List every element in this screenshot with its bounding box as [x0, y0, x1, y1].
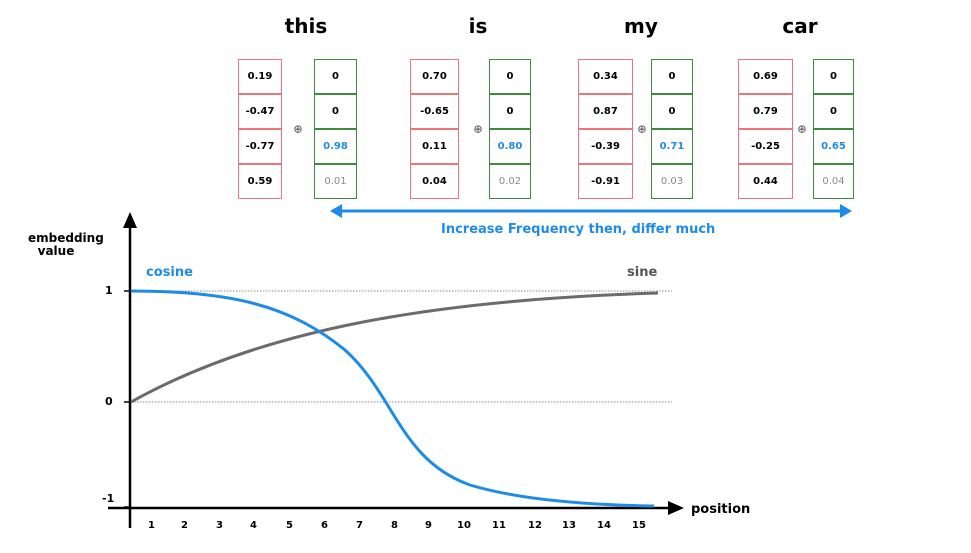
x-tick-label: 11 — [492, 520, 506, 531]
x-tick-label: 8 — [391, 520, 398, 531]
x-tick-label: 13 — [562, 520, 576, 531]
vector-cell: 0.44 — [738, 164, 793, 199]
vector-cell: 0 — [651, 59, 693, 94]
x-tick-label: 1 — [148, 520, 155, 531]
x-tick-label: 9 — [425, 520, 432, 531]
x-tick-label: 4 — [250, 520, 257, 531]
vector-cell: 0.59 — [238, 164, 282, 199]
plus-symbol: ⊕ — [637, 122, 647, 136]
vector-cell: 0.11 — [410, 129, 459, 164]
y-axis — [123, 212, 137, 528]
y-axis-label-line2: value — [37, 244, 75, 258]
plus-symbol: ⊕ — [293, 122, 303, 136]
x-tick-label: 2 — [181, 520, 188, 531]
vector-cell: 0.80 — [489, 129, 531, 164]
vector-cell: -0.77 — [238, 129, 282, 164]
vector-cell: 0.02 — [489, 164, 531, 199]
vector-cell: 0 — [489, 94, 531, 129]
y-tick-label: -1 — [102, 492, 115, 505]
vector-cell: 0.34 — [578, 59, 633, 94]
cosine-label: cosine — [146, 265, 193, 280]
x-tick-label: 14 — [597, 520, 611, 531]
vector-cell: 0.79 — [738, 94, 793, 129]
vector-cell: 0.70 — [410, 59, 459, 94]
vector-cell: 0.98 — [314, 129, 357, 164]
vector-cell: 0.71 — [651, 129, 693, 164]
frequency-note: Increase Frequency then, differ much — [441, 222, 716, 237]
y-tick-label: 1 — [105, 284, 113, 297]
x-tick-label: 15 — [632, 520, 646, 531]
vector-cell: 0.87 — [578, 94, 633, 129]
x-tick-label: 5 — [286, 520, 293, 531]
frequency-arrow — [330, 204, 852, 218]
vector-cell: -0.65 — [410, 94, 459, 129]
vector-cell: -0.91 — [578, 164, 633, 199]
vector-cell: 0 — [813, 94, 854, 129]
x-tick-label: 7 — [356, 520, 363, 531]
x-axis-label: position — [691, 502, 751, 517]
word-car: car — [782, 14, 818, 38]
plus-symbol: ⊕ — [797, 122, 807, 136]
vector-cell: 0.19 — [238, 59, 282, 94]
vector-cell: -0.47 — [238, 94, 282, 129]
x-tick-label: 3 — [216, 520, 223, 531]
vector-cell: -0.25 — [738, 129, 793, 164]
word-my: my — [624, 14, 658, 38]
sine-curve — [130, 291, 659, 404]
vector-cell: 0.04 — [410, 164, 459, 199]
plus-symbol: ⊕ — [473, 122, 483, 136]
x-tick-label: 6 — [321, 520, 328, 531]
vector-cell: -0.39 — [578, 129, 633, 164]
y-tick-label: 0 — [105, 395, 113, 408]
word-this: this — [284, 14, 328, 38]
vector-cell: 0.03 — [651, 164, 693, 199]
vector-cell: 0 — [489, 59, 531, 94]
vector-cell: 0 — [314, 59, 357, 94]
y-axis-label-line1: embedding — [28, 231, 104, 245]
vector-cell: 0.04 — [813, 164, 854, 199]
vector-cell: 0.69 — [738, 59, 793, 94]
vector-cell: 0 — [651, 94, 693, 129]
x-tick-label: 10 — [457, 520, 471, 531]
vector-cell: 0 — [314, 94, 357, 129]
vector-cell: 0 — [813, 59, 854, 94]
cosine-curve — [130, 289, 655, 508]
word-is: is — [468, 14, 488, 38]
x-axis — [108, 501, 684, 515]
sine-label: sine — [627, 265, 658, 280]
x-tick-label: 12 — [528, 520, 542, 531]
y-axis-label: embedding value — [28, 231, 104, 258]
vector-cell: 0.01 — [314, 164, 357, 199]
vector-cell: 0.65 — [813, 129, 854, 164]
